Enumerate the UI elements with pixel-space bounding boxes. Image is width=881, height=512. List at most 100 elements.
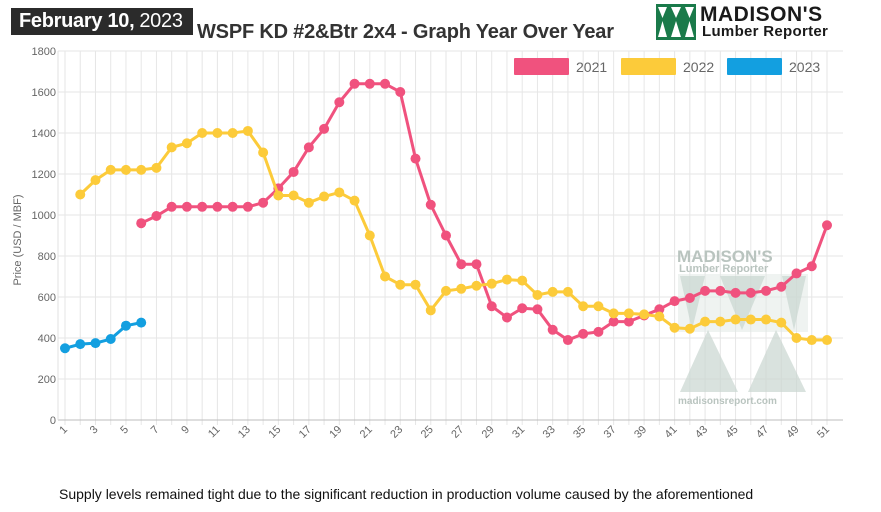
data-point-2022-w51[interactable] — [822, 335, 832, 346]
data-point-2021-w32[interactable] — [532, 304, 543, 315]
data-point-2022-w44[interactable] — [715, 316, 726, 327]
data-point-2022-w43[interactable] — [700, 316, 711, 327]
data-point-2022-w49[interactable] — [791, 333, 802, 343]
data-point-2023-w3[interactable] — [90, 338, 101, 349]
data-point-2021-w37[interactable] — [608, 316, 619, 327]
data-point-2022-w27[interactable] — [456, 283, 467, 294]
data-point-2022-w7[interactable] — [151, 162, 162, 173]
data-point-2021-w28[interactable] — [471, 259, 482, 270]
data-point-2022-w23[interactable] — [395, 279, 406, 290]
data-point-2021-w45[interactable] — [730, 287, 741, 298]
data-point-2022-w13[interactable] — [242, 125, 253, 136]
data-point-2022-w14[interactable] — [258, 147, 269, 158]
legend-item-2021[interactable]: 2021 — [514, 58, 607, 75]
data-point-2021-w25[interactable] — [425, 199, 436, 210]
data-point-2022-w41[interactable] — [669, 322, 680, 333]
data-point-2021-w30[interactable] — [501, 312, 512, 323]
data-point-2022-w36[interactable] — [593, 301, 604, 312]
data-point-2022-w50[interactable] — [806, 335, 817, 346]
data-point-2022-w8[interactable] — [166, 142, 177, 153]
data-point-2023-w4[interactable] — [105, 334, 116, 345]
data-point-2022-w10[interactable] — [197, 128, 208, 138]
data-point-2023-w2[interactable] — [75, 339, 86, 350]
data-point-2021-w23[interactable] — [395, 87, 406, 97]
data-point-2022-w47[interactable] — [761, 314, 772, 325]
data-point-2021-w44[interactable] — [715, 285, 726, 296]
data-point-2021-w19[interactable] — [334, 97, 345, 108]
data-point-2022-w3[interactable] — [90, 175, 101, 186]
data-point-2022-w48[interactable] — [776, 317, 787, 328]
data-point-2021-w12[interactable] — [227, 201, 238, 212]
data-point-2022-w18[interactable] — [319, 191, 330, 202]
data-point-2021-w24[interactable] — [410, 153, 421, 164]
data-point-2021-w14[interactable] — [258, 197, 269, 208]
data-point-2021-w51[interactable] — [822, 220, 832, 231]
data-point-2022-w46[interactable] — [745, 314, 756, 325]
data-point-2021-w36[interactable] — [593, 326, 604, 337]
data-point-2022-w24[interactable] — [410, 279, 421, 290]
data-point-2021-w29[interactable] — [486, 301, 497, 312]
data-point-2021-w7[interactable] — [151, 211, 162, 222]
data-point-2022-w2[interactable] — [75, 189, 86, 200]
data-point-2021-w20[interactable] — [349, 78, 360, 89]
data-point-2021-w46[interactable] — [745, 287, 756, 298]
data-point-2022-w26[interactable] — [441, 285, 451, 296]
data-point-2021-w21[interactable] — [364, 78, 375, 89]
data-point-2022-w40[interactable] — [654, 311, 665, 322]
data-point-2022-w30[interactable] — [501, 274, 512, 285]
data-point-2021-w9[interactable] — [181, 201, 192, 212]
data-point-2022-w20[interactable] — [349, 195, 360, 206]
legend-item-2023[interactable]: 2023 — [727, 58, 820, 75]
data-point-2022-w12[interactable] — [227, 128, 238, 138]
data-point-2022-w29[interactable] — [486, 278, 497, 289]
data-point-2022-w9[interactable] — [181, 138, 192, 149]
legend-item-2022[interactable]: 2022 — [621, 58, 714, 75]
data-point-2021-w42[interactable] — [684, 293, 695, 304]
data-point-2022-w45[interactable] — [730, 314, 741, 325]
data-point-2021-w13[interactable] — [242, 201, 253, 212]
data-point-2022-w39[interactable] — [639, 309, 650, 320]
data-point-2021-w31[interactable] — [517, 303, 528, 314]
data-point-2021-w26[interactable] — [441, 230, 451, 241]
data-point-2022-w22[interactable] — [380, 271, 391, 282]
data-point-2022-w33[interactable] — [547, 286, 558, 297]
data-point-2022-w38[interactable] — [623, 308, 634, 319]
data-point-2022-w28[interactable] — [471, 280, 482, 291]
data-point-2021-w47[interactable] — [761, 285, 772, 296]
data-point-2022-w21[interactable] — [364, 230, 375, 241]
data-point-2022-w17[interactable] — [303, 197, 314, 208]
data-point-2021-w18[interactable] — [319, 123, 330, 134]
data-point-2023-w6[interactable] — [136, 317, 147, 328]
data-point-2022-w31[interactable] — [517, 275, 528, 286]
data-point-2021-w38[interactable] — [623, 316, 634, 327]
data-point-2021-w50[interactable] — [806, 261, 817, 272]
data-point-2023-w5[interactable] — [120, 320, 131, 331]
data-point-2021-w49[interactable] — [791, 268, 802, 279]
data-point-2021-w43[interactable] — [700, 285, 711, 296]
data-point-2022-w25[interactable] — [425, 305, 436, 316]
data-point-2021-w34[interactable] — [562, 335, 573, 346]
data-point-2021-w27[interactable] — [456, 259, 467, 270]
data-point-2022-w5[interactable] — [120, 164, 131, 175]
data-point-2021-w16[interactable] — [288, 166, 299, 177]
data-point-2021-w8[interactable] — [166, 201, 177, 212]
data-point-2021-w40[interactable] — [654, 304, 665, 315]
data-point-2022-w35[interactable] — [578, 301, 589, 312]
data-point-2022-w6[interactable] — [136, 164, 147, 175]
data-point-2022-w19[interactable] — [334, 187, 345, 198]
data-point-2022-w16[interactable] — [288, 190, 299, 201]
data-point-2021-w11[interactable] — [212, 201, 223, 212]
data-point-2022-w37[interactable] — [608, 308, 619, 319]
data-point-2022-w34[interactable] — [562, 286, 573, 297]
data-point-2022-w4[interactable] — [105, 164, 116, 175]
data-point-2021-w48[interactable] — [776, 281, 787, 292]
data-point-2021-w33[interactable] — [547, 324, 558, 335]
data-point-2021-w17[interactable] — [303, 142, 314, 153]
data-point-2021-w22[interactable] — [380, 78, 391, 89]
data-point-2021-w10[interactable] — [197, 201, 208, 212]
data-point-2022-w11[interactable] — [212, 128, 223, 138]
data-point-2022-w42[interactable] — [684, 323, 695, 334]
data-point-2021-w41[interactable] — [669, 296, 680, 307]
data-point-2022-w15[interactable] — [273, 190, 284, 201]
data-point-2021-w35[interactable] — [578, 328, 589, 339]
